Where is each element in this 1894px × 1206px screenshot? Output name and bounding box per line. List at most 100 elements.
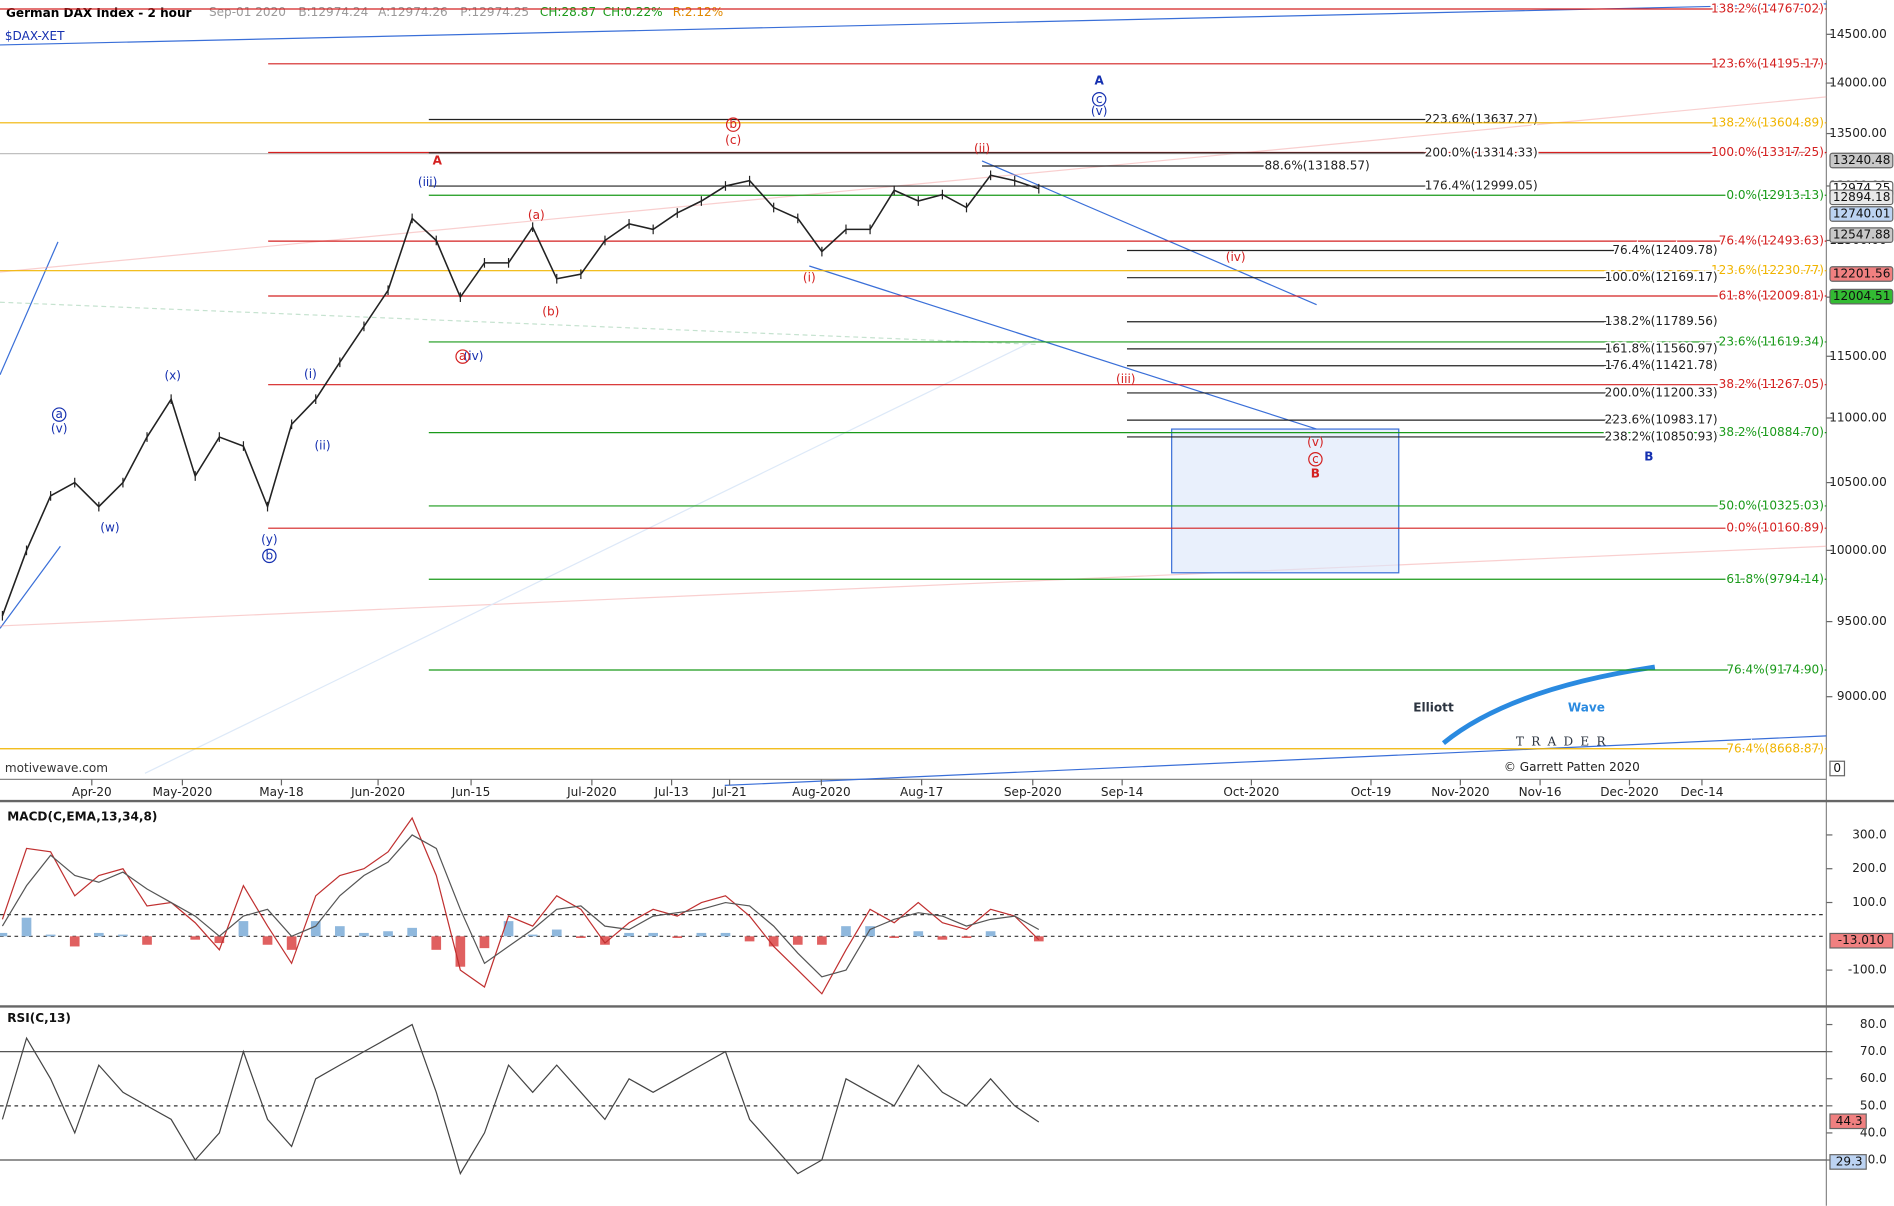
wave-label: (y) xyxy=(261,533,278,547)
symbol: $DAX-XET xyxy=(5,29,65,43)
histogram-bar xyxy=(262,936,273,945)
histogram-bar xyxy=(913,931,924,937)
trend-line xyxy=(724,735,1827,786)
x-tick-label: Dec-2020 xyxy=(1600,785,1658,799)
histogram-bar xyxy=(190,936,201,940)
fib-label: 38.2%(10884.70) xyxy=(1719,425,1824,439)
x-tick-label: Sep-14 xyxy=(1101,785,1143,799)
wave-circle xyxy=(455,349,470,364)
y-tick-label: 11500.00 xyxy=(1829,349,1887,363)
logo-brand: Elliott xyxy=(1413,701,1454,715)
fib-label: 161.8%(11560.97) xyxy=(1605,341,1718,355)
price-marker-label: 12004.51 xyxy=(1833,289,1891,303)
x-tick-label: May-2020 xyxy=(153,785,213,799)
copyright: © Garrett Patten 2020 xyxy=(1504,760,1640,774)
histogram-bar xyxy=(335,926,345,937)
wave-label: (a) xyxy=(528,208,545,222)
trend-line xyxy=(0,3,1827,46)
wave-label: A xyxy=(433,153,443,167)
fib-label: 200.0%(11200.33) xyxy=(1605,385,1718,399)
histogram-bar xyxy=(865,926,875,937)
histogram-bar xyxy=(238,921,249,937)
bottom-marker-label: 0 xyxy=(1833,761,1841,775)
x-tick-label: Apr-20 xyxy=(72,785,112,799)
histogram-bar xyxy=(69,936,80,947)
wave-label: (c) xyxy=(725,133,741,147)
x-tick-label: Jun-2020 xyxy=(350,785,405,799)
header-info: R:2.12% xyxy=(673,5,723,19)
fib-label: 0.0%(10160.89) xyxy=(1726,521,1824,535)
histogram-bar xyxy=(407,927,417,937)
wave-label: (iv) xyxy=(1226,250,1246,264)
wave-label: a xyxy=(459,349,466,363)
wave-circle xyxy=(1091,92,1107,107)
current-marker xyxy=(1829,932,1894,949)
fib-label: 76.4%(8668.87) xyxy=(1726,741,1824,755)
logo-swoosh xyxy=(1441,664,1656,745)
fib-label: 76.4%(12493.63) xyxy=(1719,234,1824,248)
price-marker xyxy=(1829,266,1894,282)
y-tick-label: -100.0 xyxy=(1848,963,1887,977)
wave-label: (iii) xyxy=(418,175,437,189)
trend-lines xyxy=(0,3,1827,786)
histogram-bar xyxy=(527,934,538,937)
y-tick-label: 70.0 xyxy=(1860,1044,1887,1058)
header-info: Sep-01 2020 xyxy=(209,5,286,19)
x-tick-label: Oct-19 xyxy=(1351,785,1392,799)
price-marker xyxy=(1829,288,1894,305)
histogram-bar xyxy=(720,932,731,937)
fib-label: 123.6%(12230.77) xyxy=(1711,263,1824,277)
macd-line xyxy=(1,816,1040,995)
channel-line xyxy=(0,301,1039,346)
y-tick-label: 60.0 xyxy=(1860,1071,1887,1085)
wave-label: b xyxy=(266,548,274,562)
histogram-bar xyxy=(431,936,442,950)
wave-label: a xyxy=(55,407,62,421)
y-tick-label: 13500.00 xyxy=(1829,126,1887,140)
histogram-bar xyxy=(45,934,56,937)
histogram-bar xyxy=(624,932,634,937)
bottom-marker xyxy=(1829,760,1846,777)
fib-label: 223.6%(13637.27) xyxy=(1425,112,1538,126)
y-tick-label: 50.0 xyxy=(1860,1098,1887,1112)
trend-line xyxy=(981,160,1317,306)
trend-line xyxy=(0,241,59,375)
y-tick-label: 14500.00 xyxy=(1829,27,1887,41)
price-marker-label: 12740.01 xyxy=(1833,207,1891,221)
fib-label: 223.6%(10983.17) xyxy=(1605,413,1718,427)
channel-line xyxy=(144,337,1040,774)
histogram-bar xyxy=(744,936,755,942)
wave-label: c xyxy=(1312,452,1319,466)
wave-label: (i) xyxy=(803,271,816,285)
wave-label: (ii) xyxy=(974,141,990,155)
histogram-bar xyxy=(359,932,369,937)
logo-brand: Wave xyxy=(1568,701,1605,715)
target-box xyxy=(1171,428,1400,574)
fib-label: 176.4%(12999.05) xyxy=(1425,179,1538,193)
header-info: CH:0.22% xyxy=(603,5,663,19)
x-tick-label: Jul-2020 xyxy=(566,785,617,799)
fib-label: 100.0%(12169.17) xyxy=(1605,270,1718,284)
current-marker xyxy=(1829,1113,1867,1130)
wave-label: A xyxy=(1095,74,1105,88)
histogram-bar xyxy=(600,936,610,945)
histogram-bar xyxy=(817,936,827,945)
fib-label: 76.4%(12409.78) xyxy=(1612,243,1717,257)
histogram-bar xyxy=(672,936,683,938)
wave-label: B xyxy=(1644,449,1653,463)
histogram-bar xyxy=(841,926,851,937)
wave-label: (x) xyxy=(164,368,181,382)
y-tick-label: 10500.00 xyxy=(1829,475,1887,489)
wave-label: (iii) xyxy=(1116,372,1135,386)
wave-label: (b) xyxy=(542,304,559,318)
x-tick-label: Oct-2020 xyxy=(1223,785,1279,799)
histogram-bar xyxy=(961,936,972,938)
logo: Elliott Wave TRADER © Garrett Patten 202… xyxy=(1413,664,1656,774)
price-marker xyxy=(1829,206,1894,222)
histogram-bar xyxy=(214,936,225,944)
fib-label: 238.2%(10850.93) xyxy=(1605,429,1718,443)
wave-label: B xyxy=(1311,466,1320,480)
fib-label: 76.4%(9174.90) xyxy=(1726,662,1824,676)
y-tick-label: 9500.00 xyxy=(1837,614,1887,628)
